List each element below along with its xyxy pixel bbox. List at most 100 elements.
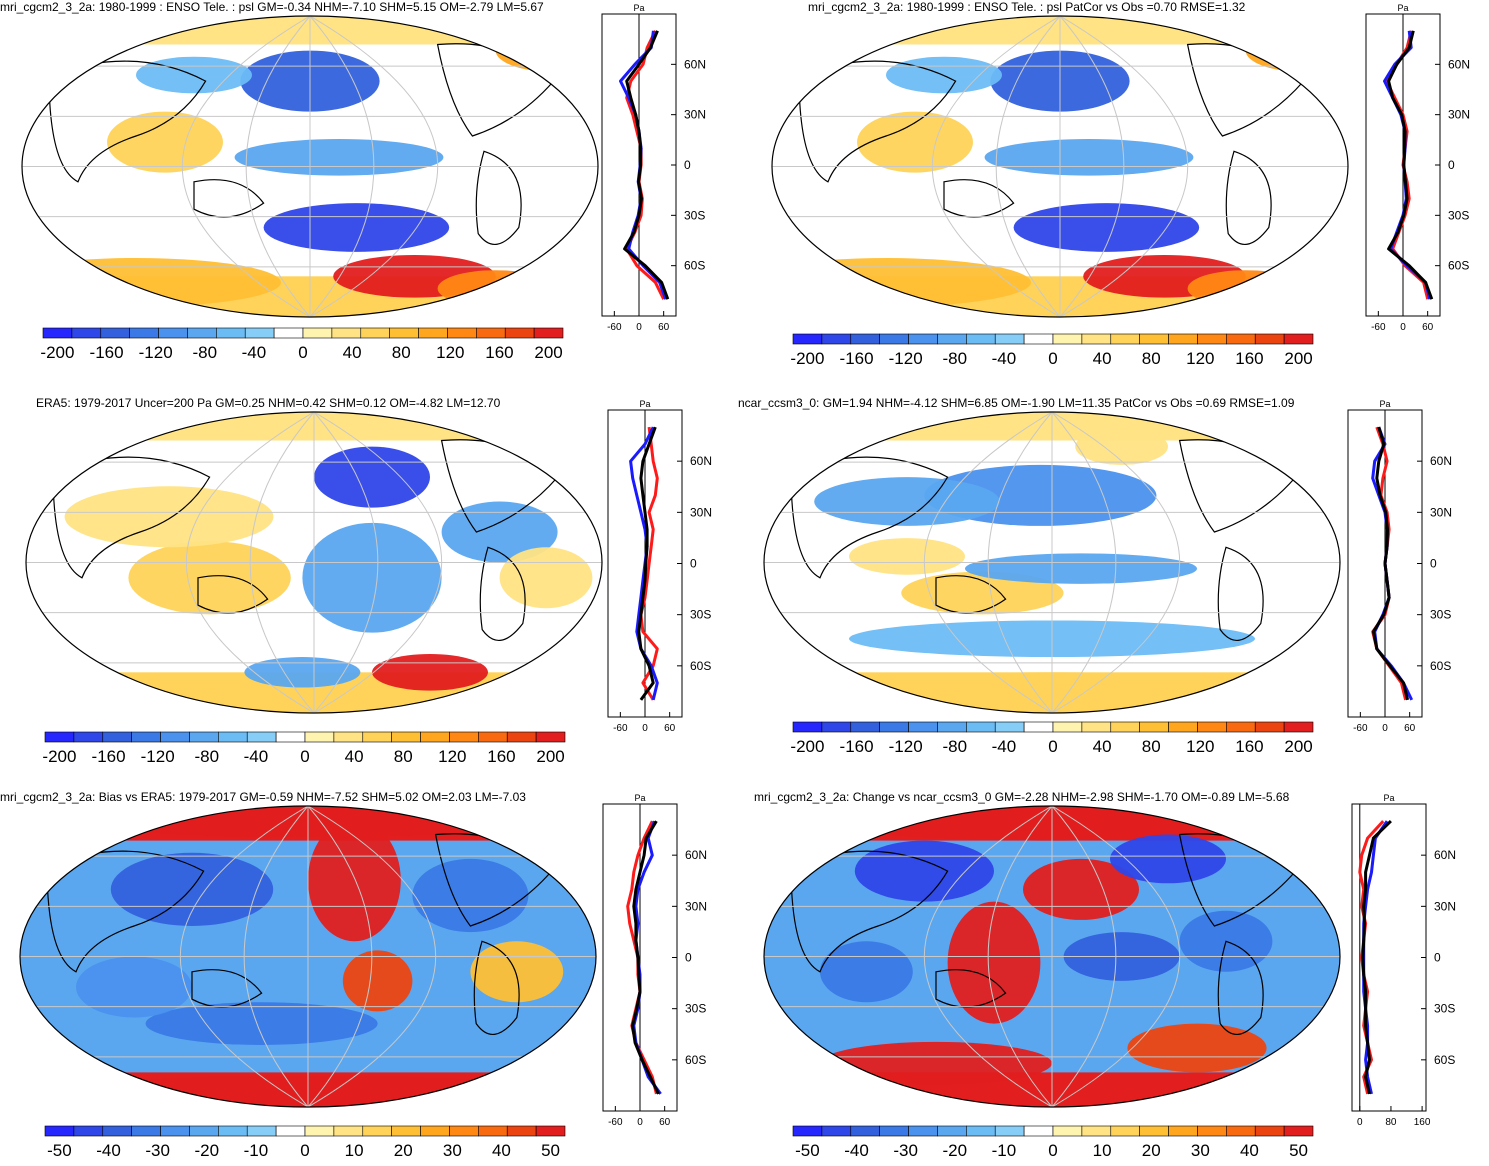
profile-lat-tick: 60N <box>684 57 706 71</box>
zonal-mean-profile: Pa 60N 30N 0 30S 60S -60 0 60 <box>1347 399 1452 734</box>
colorbar-tick: 80 <box>1142 737 1161 756</box>
colorbar-swatch <box>1226 1125 1256 1137</box>
colorbar-swatch <box>42 327 73 339</box>
colorbar-swatch <box>1254 333 1285 345</box>
colorbar-tick: 0 <box>1048 349 1057 368</box>
profile-lat-tick: 60S <box>1448 259 1469 273</box>
profile-lat-tick: 0 <box>684 158 691 172</box>
profile-series-obs <box>1383 30 1432 300</box>
colorbar-swatch <box>129 327 159 339</box>
colorbar-swatch <box>1052 721 1083 733</box>
colorbar-tick: -40 <box>992 737 1017 756</box>
colorbar-swatch <box>506 731 537 743</box>
colorbar-tick: 120 <box>438 747 466 766</box>
colorbar-swatch <box>449 731 479 743</box>
colorbar-tick: 0 <box>300 747 309 766</box>
colorbar-tick: -160 <box>840 737 874 756</box>
colorbar-swatch <box>244 327 275 339</box>
colorbar-tick: -30 <box>893 1141 918 1160</box>
profile-series-obs <box>619 30 668 300</box>
colorbar-tick: -20 <box>194 1141 219 1160</box>
profile-x-tick: -60 <box>1371 322 1386 333</box>
profile-series-reference <box>631 820 660 1095</box>
colorbar-tick: 200 <box>536 747 564 766</box>
profile-series-model <box>639 426 659 701</box>
profile-lat-tick: 0 <box>1430 557 1437 571</box>
profile-lat-tick: 60N <box>1434 848 1456 862</box>
colorbar-swatch <box>1110 721 1140 733</box>
colorbar-swatch <box>362 1125 392 1137</box>
colorbar-tick: -120 <box>141 747 175 766</box>
zonal-mean-profile: Pa 60N 30N 0 30S 60S -60 0 60 <box>1365 3 1470 333</box>
colorbar-swatch <box>879 1125 909 1137</box>
profile-x-tick: 80 <box>1385 1117 1397 1128</box>
profile-x-tick: 0 <box>1382 723 1388 734</box>
colorbar-tick: 200 <box>1284 737 1312 756</box>
colorbar-swatch <box>879 333 909 345</box>
colorbar-swatch <box>391 1125 421 1137</box>
colorbar-swatch <box>1023 1125 1054 1137</box>
colorbar-swatch <box>1052 1125 1083 1137</box>
colorbar-swatch <box>504 327 535 339</box>
colorbar-tick: -200 <box>790 737 824 756</box>
colorbar-tick: -30 <box>145 1141 170 1160</box>
colorbar-swatch <box>1197 1125 1227 1137</box>
colorbar-swatch <box>71 327 102 339</box>
colorbar-swatch <box>1283 333 1314 345</box>
colorbar-tick: -10 <box>992 1141 1017 1160</box>
profile-x-tick: 60 <box>659 1117 671 1128</box>
colorbar-swatch <box>218 1125 248 1137</box>
colorbar-tick: -120 <box>889 349 923 368</box>
colorbar: -50 -40 -30 -20 -10 0 10 20 30 40 50 <box>792 1125 1314 1160</box>
colorbar-tick: 40 <box>343 343 362 362</box>
colorbar-tick: 120 <box>1186 737 1214 756</box>
colorbar-swatch <box>362 731 392 743</box>
colorbar-swatch <box>850 721 880 733</box>
profile-series-reference <box>1361 820 1392 1095</box>
profile-lat-tick: 60S <box>684 259 705 273</box>
profile-lat-tick: 60S <box>685 1053 706 1067</box>
colorbar-tick: -160 <box>840 349 874 368</box>
profile-lat-tick: 60N <box>685 848 707 862</box>
colorbar-swatch <box>1052 333 1083 345</box>
colorbar-swatch <box>44 1125 75 1137</box>
profile-series-reference <box>637 426 657 701</box>
colorbar-swatch <box>131 731 161 743</box>
colorbar-swatch <box>449 1125 479 1137</box>
colorbar-swatch <box>246 731 277 743</box>
colorbar: -200 -160 -120 -80 -40 0 40 80 120 160 200 <box>790 333 1314 368</box>
colorbar-swatch <box>218 731 248 743</box>
colorbar-swatch <box>792 1125 823 1137</box>
colorbar-swatch <box>533 327 564 339</box>
colorbar-swatch <box>535 1125 566 1137</box>
colorbar-tick: 80 <box>394 747 413 766</box>
colorbar-swatch <box>131 1125 161 1137</box>
profile-x-tick: 0 <box>1357 1117 1363 1128</box>
colorbar-swatch <box>821 721 852 733</box>
colorbar-tick: -40 <box>244 747 269 766</box>
colorbar-swatch <box>102 1125 132 1137</box>
colorbar-tick: 200 <box>534 343 562 362</box>
colorbar-swatch <box>275 1125 306 1137</box>
profile-x-tick: 60 <box>1404 723 1416 734</box>
profile-lat-tick: 0 <box>1434 951 1441 965</box>
profile-lat-tick: 0 <box>1448 158 1455 172</box>
profile-lat-tick: 30S <box>690 608 711 622</box>
colorbar-swatch <box>187 327 217 339</box>
profile-lat-tick: 30N <box>1448 108 1470 122</box>
colorbar-swatch <box>1283 1125 1314 1137</box>
panel-title: mri_cgcm2_3_2a: 1980-1999 : ENSO Tele. :… <box>0 0 544 14</box>
profile-x-tick: -60 <box>607 322 622 333</box>
colorbar-swatch <box>447 327 477 339</box>
profile-lat-tick: 60S <box>690 659 711 673</box>
colorbar-swatch <box>908 333 938 345</box>
colorbar-tick: 80 <box>392 343 411 362</box>
colorbar-swatch <box>1139 1125 1169 1137</box>
profile-x-tick: 0 <box>642 723 648 734</box>
colorbar-swatch <box>389 327 419 339</box>
colorbar-swatch <box>420 731 450 743</box>
colorbar-tick: -160 <box>92 747 126 766</box>
colorbar-swatch <box>304 731 335 743</box>
profile-series-reference <box>1372 426 1410 701</box>
colorbar-swatch <box>100 327 130 339</box>
